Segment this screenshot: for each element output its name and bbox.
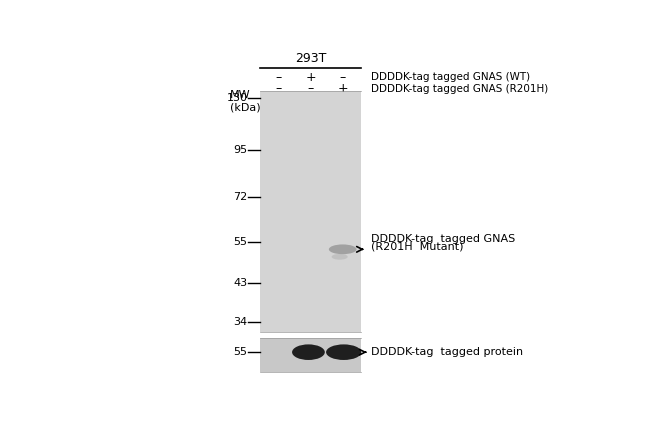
Text: MW
(kDa): MW (kDa): [230, 89, 261, 112]
Bar: [260, 338, 361, 372]
Text: 55: 55: [233, 237, 248, 246]
Text: –: –: [275, 82, 281, 95]
Text: +: +: [337, 82, 348, 95]
Text: 72: 72: [233, 192, 248, 202]
Text: DDDDK-tag tagged GNAS (R201H): DDDDK-tag tagged GNAS (R201H): [371, 84, 548, 94]
Text: –: –: [307, 82, 313, 95]
Text: DDDDK-tag  tagged GNAS: DDDDK-tag tagged GNAS: [371, 234, 515, 244]
Ellipse shape: [292, 344, 325, 360]
Bar: [260, 338, 361, 372]
Bar: [260, 91, 361, 332]
Bar: [260, 332, 361, 338]
Text: 34: 34: [233, 317, 248, 327]
Text: 293T: 293T: [294, 52, 326, 65]
Text: 43: 43: [233, 278, 248, 288]
Bar: [260, 91, 361, 332]
Text: DDDDK-tag tagged GNAS (WT): DDDDK-tag tagged GNAS (WT): [371, 72, 530, 82]
Text: +: +: [305, 71, 316, 84]
Ellipse shape: [332, 254, 348, 260]
Text: (R201H  Mutant): (R201H Mutant): [371, 241, 463, 251]
Ellipse shape: [329, 244, 357, 254]
Text: 95: 95: [233, 145, 248, 155]
Ellipse shape: [326, 344, 361, 360]
Text: –: –: [275, 71, 281, 84]
Text: –: –: [339, 71, 346, 84]
Text: DDDDK-tag  tagged protein: DDDDK-tag tagged protein: [371, 347, 523, 357]
Text: 130: 130: [226, 93, 248, 103]
Text: 55: 55: [233, 347, 248, 357]
